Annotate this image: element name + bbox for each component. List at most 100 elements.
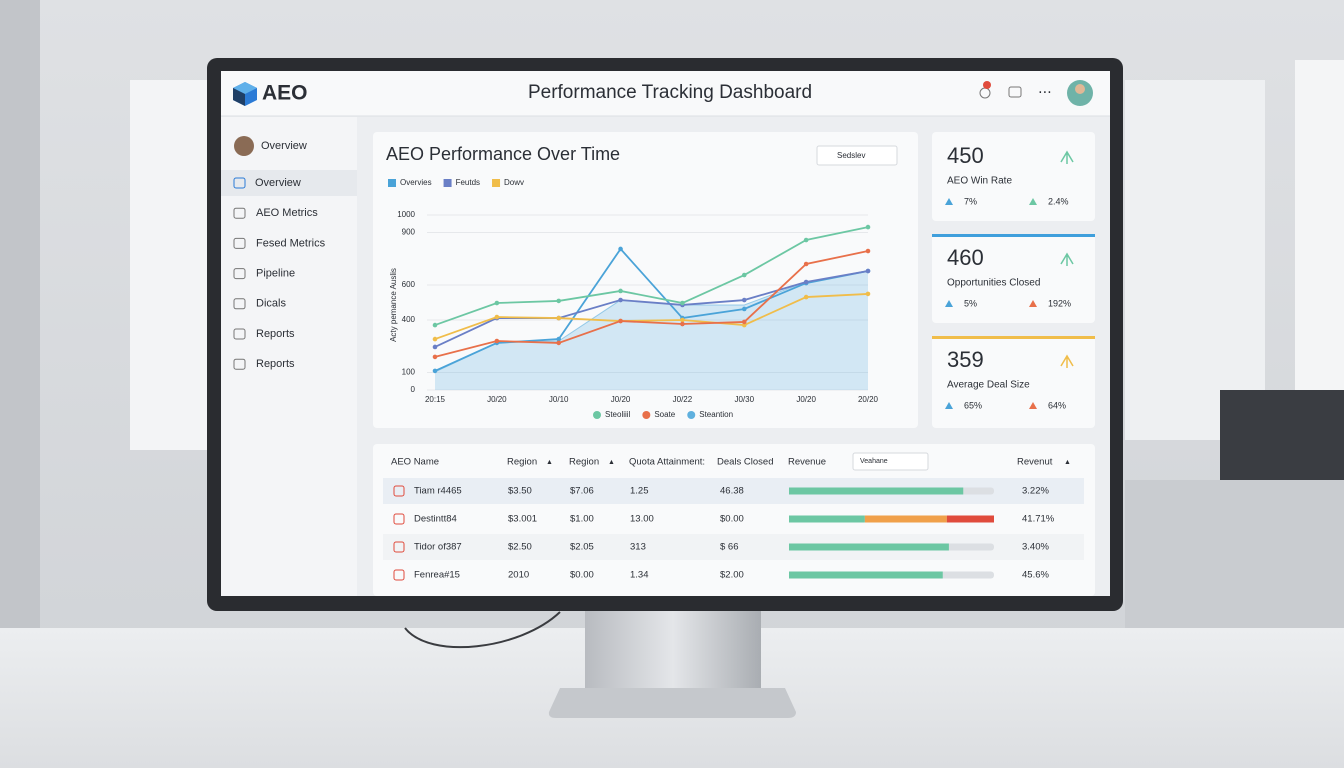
point: [803, 294, 809, 300]
row-icon: [393, 513, 405, 525]
point: [432, 344, 438, 350]
wall-column: [0, 0, 40, 640]
aeo-name[interactable]: Tidor of387: [414, 542, 462, 553]
sort-icon: ▲: [608, 459, 615, 466]
table-cell: $ 66: [720, 542, 739, 553]
background-desk: [1125, 480, 1344, 630]
table-cell: $3.50: [508, 486, 532, 497]
chart-dropdown-label[interactable]: Sedslev: [837, 151, 865, 160]
legend-swatch: [642, 411, 651, 419]
more-icon[interactable]: ⋯: [1038, 84, 1052, 100]
chart-card: [373, 132, 918, 428]
sidebar-item[interactable]: Pipeline: [256, 268, 295, 280]
sort-icon: ▲: [1064, 459, 1071, 466]
table-header: AEO Name: [391, 457, 439, 468]
sidebar-icon: [233, 177, 246, 189]
line: [434, 226, 869, 326]
table-cell: 1.25: [630, 486, 649, 497]
table-header[interactable]: Revenue: [788, 457, 826, 468]
table-cell: 1.34: [630, 570, 649, 581]
row-icon: [393, 569, 405, 581]
y-tick-label: 900: [402, 228, 416, 237]
sidebar: [221, 117, 357, 596]
table-cell: $0.00: [570, 570, 594, 581]
progress-bar: [789, 515, 865, 523]
point: [680, 317, 685, 323]
table-cell: 313: [630, 542, 646, 553]
sidebar-item[interactable]: AEO Metrics: [256, 207, 318, 219]
table-cell: $2.05: [570, 542, 594, 553]
table-dropdown-label[interactable]: Veahane: [860, 458, 888, 465]
monitor-base: [548, 688, 796, 718]
header: [221, 71, 1110, 116]
kpi-label: Average Deal Size: [947, 380, 1030, 391]
sidebar-icon: [233, 328, 246, 340]
kpi-label: Opportunities Closed: [947, 278, 1040, 289]
point: [865, 268, 871, 274]
aeo-name[interactable]: Fenrea#15: [414, 570, 460, 581]
point: [556, 298, 562, 304]
y-tick-label: 0: [411, 385, 416, 394]
x-tick-label: J0/20: [796, 395, 816, 404]
sidebar-item[interactable]: Reports: [256, 328, 295, 340]
kpi-accent: [932, 234, 1095, 237]
x-tick-label: 20/20: [858, 395, 879, 404]
window: [1125, 80, 1265, 440]
sidebar-item[interactable]: Reports: [256, 358, 295, 370]
sort-icon: ▲: [546, 459, 553, 466]
x-tick-label: J0/20: [487, 395, 507, 404]
table-cell: $2.50: [508, 542, 532, 553]
area: [435, 271, 868, 390]
point: [432, 354, 438, 360]
point: [618, 246, 623, 252]
kpi-change: 64%: [1048, 400, 1066, 410]
settings-icon[interactable]: [1008, 86, 1022, 98]
point: [865, 291, 871, 297]
table-header[interactable]: Revenut: [1017, 457, 1053, 468]
point: [865, 248, 871, 254]
progress-bar: [789, 571, 943, 579]
table-header[interactable]: Region: [569, 457, 599, 468]
y-axis-label: Acty pemance Auslis: [389, 268, 398, 342]
table-cell: $0.00: [720, 514, 744, 525]
user-avatar: [234, 136, 254, 156]
kpi-change: 5%: [964, 298, 977, 308]
table-cell: $2.00: [720, 570, 744, 581]
sidebar-active: [221, 170, 357, 196]
table-cell: 13.00: [630, 514, 654, 525]
point: [618, 288, 623, 294]
monitor-stand: [585, 608, 761, 688]
sidebar-item[interactable]: Dicals: [256, 298, 286, 310]
sidebar-icon: [233, 358, 246, 370]
sidebar-item[interactable]: Fesed Metrics: [256, 237, 326, 249]
table-header[interactable]: Quota Attainment:: [629, 457, 705, 468]
legend-label: Steoliiil: [605, 410, 631, 419]
legend-label: Overvies: [400, 178, 432, 187]
table-header[interactable]: Region: [507, 457, 537, 468]
kpi-value: 450: [947, 143, 984, 168]
aeo-name[interactable]: Destintt84: [414, 514, 457, 525]
revenue-change: 41.71%: [1022, 514, 1055, 525]
table-header[interactable]: Deals Closed: [717, 457, 774, 468]
kpi-card: [932, 132, 1095, 221]
chart-dropdown[interactable]: [816, 145, 898, 166]
progress-bar: [864, 515, 947, 523]
table-cell: 2010: [508, 570, 529, 581]
legend-swatch: [593, 411, 601, 419]
kpi-accent: [932, 336, 1095, 339]
point: [432, 368, 438, 374]
legend-label: Feutds: [456, 178, 480, 187]
table-dropdown[interactable]: [852, 452, 929, 471]
aeo-name[interactable]: Tiam r4465: [414, 486, 462, 497]
table-cell: 46.38: [720, 486, 744, 497]
cable: [404, 611, 561, 649]
sidebar-item[interactable]: Overview: [255, 177, 301, 189]
point: [618, 297, 623, 303]
page-title: Performance Tracking Dashboard: [528, 82, 812, 103]
kpi-change: 65%: [964, 400, 982, 410]
point: [803, 261, 809, 267]
progress-bar: [789, 487, 964, 495]
kpi-value: 460: [947, 245, 984, 270]
legend-label: Steantion: [699, 410, 733, 419]
